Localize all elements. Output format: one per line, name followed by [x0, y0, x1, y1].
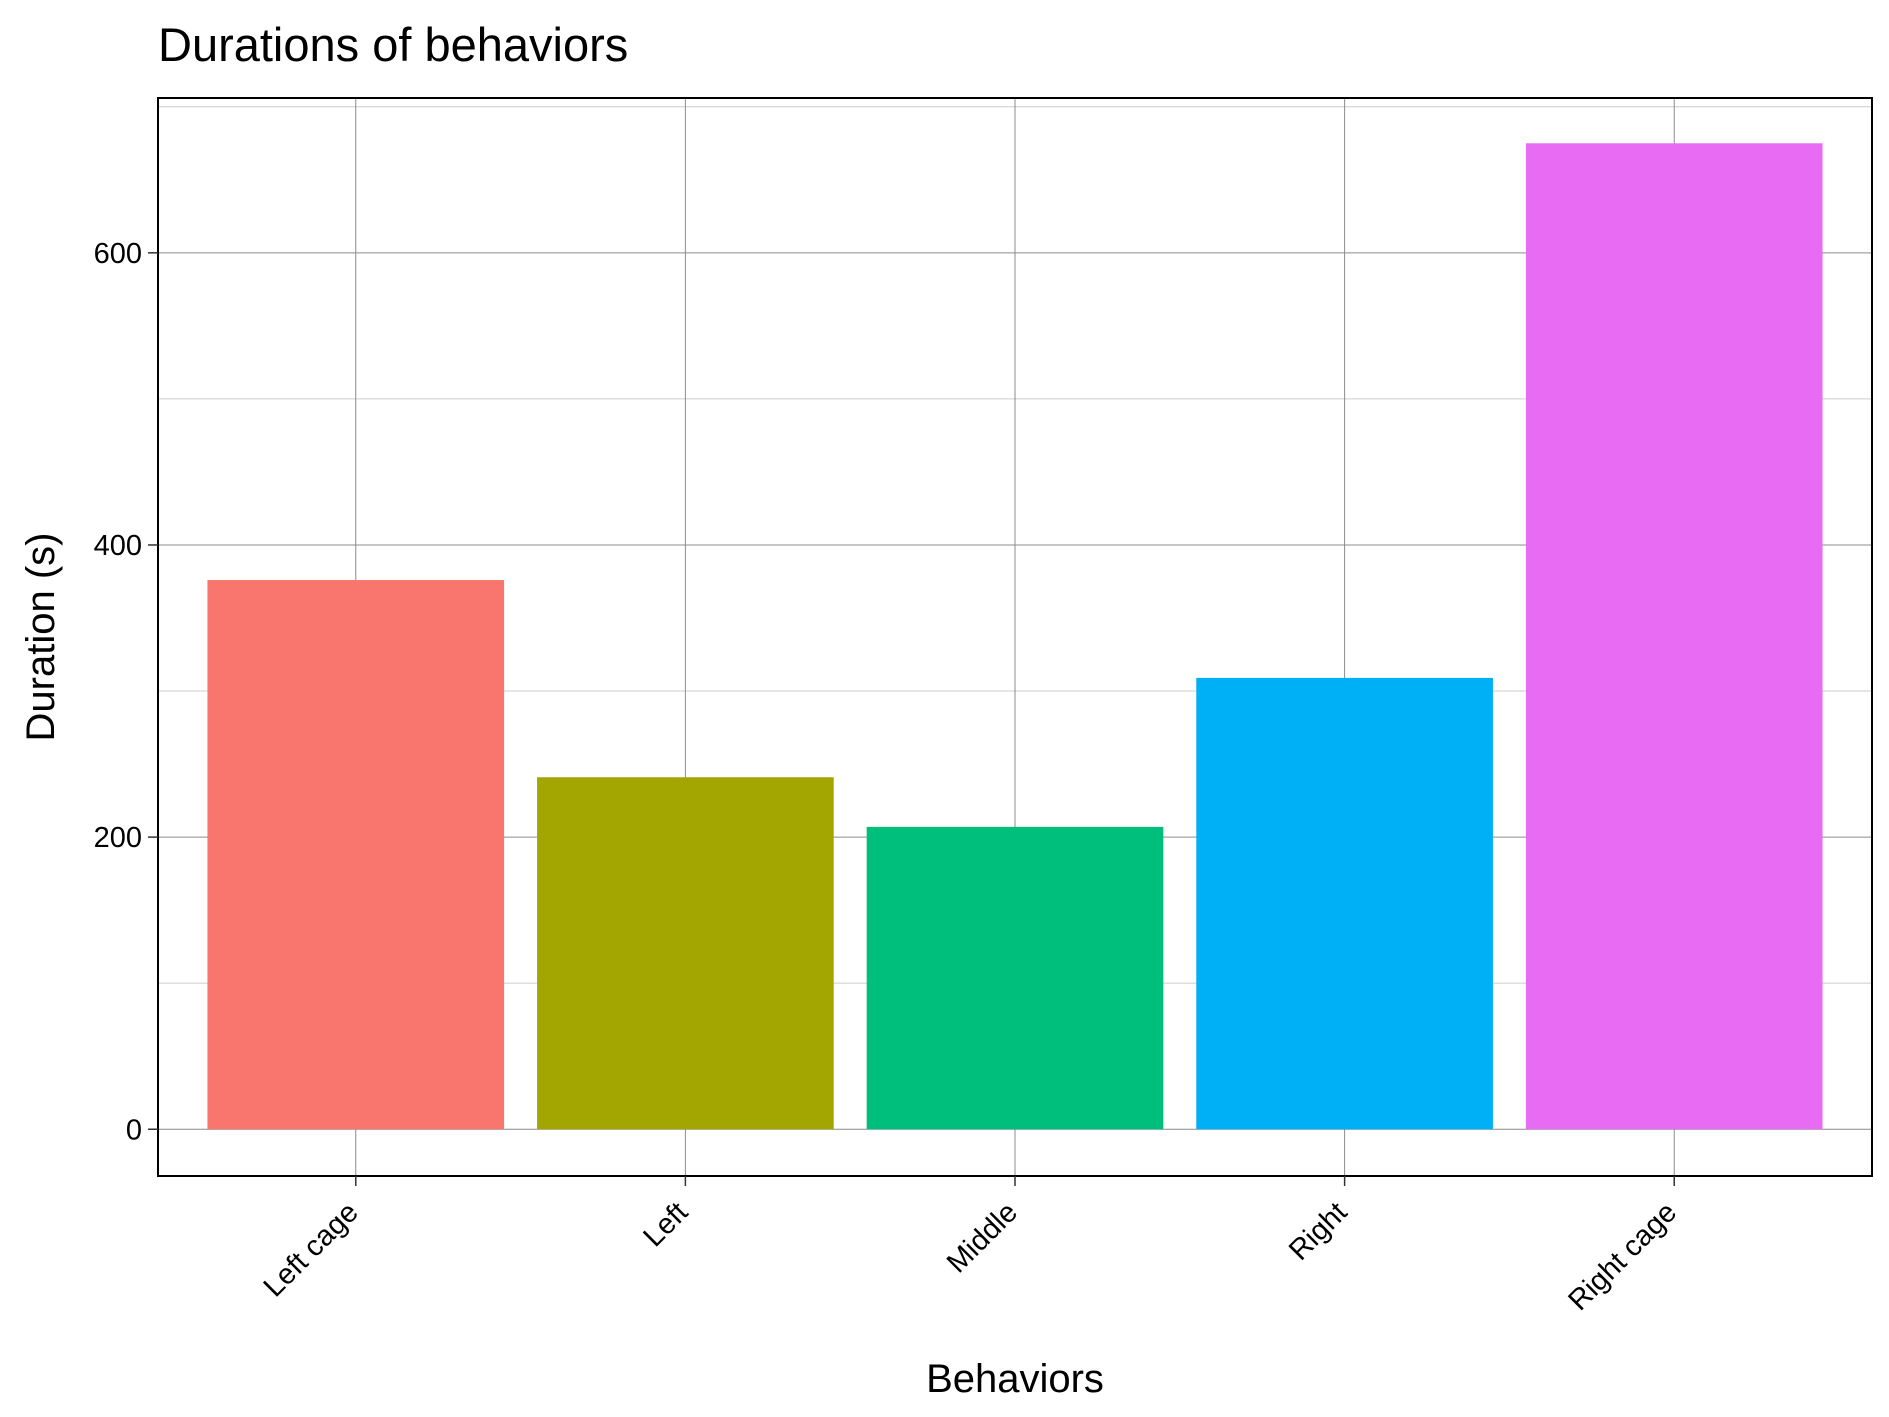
x-axis-label: Behaviors	[926, 1357, 1104, 1401]
x-tick-label: Middle	[941, 1196, 1024, 1279]
y-tick-label: 600	[94, 238, 142, 270]
bar-right-cage	[1525, 143, 1823, 1130]
bar-layer	[207, 143, 1823, 1130]
y-tick-label: 200	[94, 822, 142, 854]
y-axis-label: Duration (s)	[19, 533, 63, 742]
x-tick-label: Left cage	[258, 1196, 365, 1303]
bar-middle	[866, 826, 1164, 1130]
y-tick-label: 0	[126, 1114, 142, 1146]
x-tick-label: Right cage	[1563, 1196, 1684, 1317]
x-tick-label: Right	[1283, 1196, 1354, 1267]
x-tick-label: Left	[638, 1196, 695, 1253]
y-tick-label: 400	[94, 530, 142, 562]
bar-left	[537, 777, 834, 1130]
bar-left-cage	[207, 580, 505, 1130]
bar-right	[1196, 677, 1493, 1130]
chart-title: Durations of behaviors	[158, 18, 628, 71]
